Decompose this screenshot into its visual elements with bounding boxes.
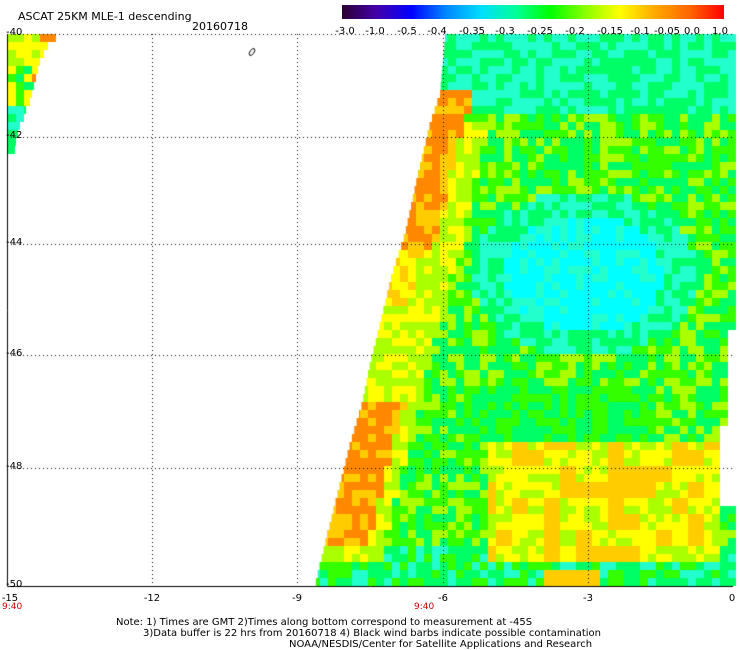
- lon-label: -9: [292, 593, 302, 604]
- scale-label: -0.05: [654, 26, 680, 37]
- color-scale-labels: -3.0 -1.0 -0.5 -0.4 -0.35 -0.3 -0.25 -0.…: [330, 26, 740, 38]
- footer-note-1: Note: 1) Times are GMT 2)Times along bot…: [116, 617, 533, 628]
- lat-label: -44: [6, 237, 23, 248]
- lon-label: 0: [728, 593, 736, 604]
- lon-label: -6: [438, 593, 448, 604]
- lat-label: -42: [6, 130, 23, 141]
- lon-label: -12: [143, 593, 161, 604]
- scale-label: -0.25: [527, 26, 553, 37]
- time-label: 9:40: [2, 602, 23, 612]
- map-title: ASCAT 25KM MLE-1 descending: [18, 10, 192, 23]
- scale-label: 0.0: [684, 26, 700, 37]
- lat-label: -40: [6, 27, 23, 38]
- scale-label: -1.0: [365, 26, 385, 37]
- time-label: 9:40: [414, 602, 435, 612]
- footer-note-3: NOAA/NESDIS/Center for Satellite Applica…: [289, 639, 593, 650]
- lat-label: -46: [6, 348, 23, 359]
- scale-label: -0.1: [630, 26, 650, 37]
- scale-label: 1.0: [712, 26, 728, 37]
- scale-label: -0.4: [427, 26, 447, 37]
- lon-label: -15: [1, 593, 19, 604]
- scale-label: -0.3: [495, 26, 515, 37]
- map-date: 20160718: [192, 20, 248, 33]
- scale-label: -0.5: [397, 26, 417, 37]
- scale-label: -0.2: [565, 26, 585, 37]
- color-scale-bar: [342, 5, 724, 19]
- footer-note-2: 3)Data buffer is 22 hrs from 20160718 4)…: [143, 628, 601, 639]
- scale-label: -0.35: [459, 26, 485, 37]
- lat-label: -48: [6, 461, 23, 472]
- lon-label: -3: [583, 593, 593, 604]
- lat-label: -50: [6, 579, 23, 590]
- scale-label: -0.15: [597, 26, 623, 37]
- scale-label: -3.0: [335, 26, 355, 37]
